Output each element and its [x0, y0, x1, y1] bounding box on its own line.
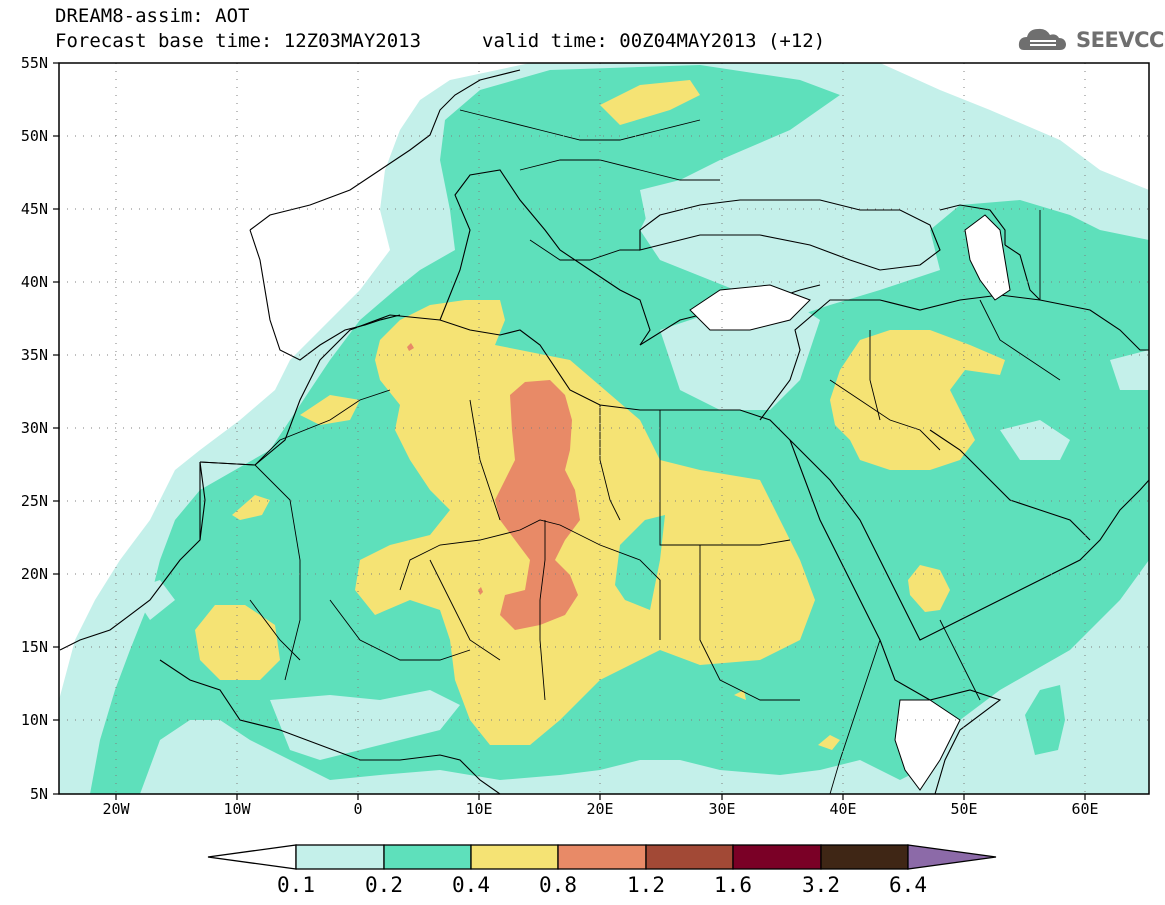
valid-time: valid time: 00Z04MAY2013 (+12) — [482, 30, 826, 52]
lat-label: 25N — [21, 492, 48, 510]
lon-label: 20E — [586, 800, 613, 818]
lat-label: 50N — [21, 127, 48, 145]
lon-label: 60E — [1071, 800, 1098, 818]
lat-label: 35N — [21, 346, 48, 364]
lat-label: 5N — [30, 785, 48, 803]
colorbar-high-arrow — [907, 844, 997, 870]
lon-label: 40E — [829, 800, 856, 818]
logo-text: SEEVCCC — [1076, 28, 1165, 52]
lon-label: 0 — [353, 800, 362, 818]
lat-label: 30N — [21, 419, 48, 437]
coastlines — [59, 69, 1149, 794]
colorbar-segment — [470, 844, 559, 870]
colorbar-label: 0.1 — [277, 873, 315, 897]
colorbar-label: 0.4 — [452, 873, 490, 897]
colorbar-segment — [383, 844, 472, 870]
lat-label: 10N — [21, 711, 48, 729]
colorbar-segment — [820, 844, 909, 870]
colorbar-label: 1.6 — [714, 873, 752, 897]
aot-field — [59, 63, 1149, 794]
colorbar-label: 1.2 — [627, 873, 665, 897]
cloud-logo-icon — [1018, 28, 1066, 50]
lat-label: 55N — [21, 54, 48, 72]
lat-label: 20N — [21, 565, 48, 583]
colorbar-segment — [645, 844, 734, 870]
colorbar-segment — [732, 844, 822, 870]
colorbar-label: 0.2 — [365, 873, 403, 897]
lon-label: 10W — [223, 800, 251, 818]
lat-label: 45N — [21, 200, 48, 218]
lat-label: 40N — [21, 273, 48, 291]
lon-labels: 20W 10W 0 10E 20E 30E 40E 50E 60E — [102, 800, 1098, 818]
forecast-base-time: Forecast base time: 12Z03MAY2013 — [55, 30, 422, 52]
colorbar — [207, 844, 997, 870]
colorbar-label: 0.8 — [539, 873, 577, 897]
colorbar-segment — [557, 844, 647, 870]
lat-label: 15N — [21, 638, 48, 656]
colorbar-segment — [295, 844, 385, 870]
aot-band-0-8 — [495, 380, 580, 630]
lon-label: 20W — [102, 800, 130, 818]
lon-label: 50E — [950, 800, 977, 818]
lon-label: 10E — [465, 800, 492, 818]
colorbar-low-arrow — [207, 844, 297, 870]
colorbar-label: 6.4 — [889, 873, 927, 897]
axis-ticks — [53, 62, 1086, 800]
lon-label: 30E — [708, 800, 735, 818]
map-title: DREAM8-assim: AOT — [55, 5, 250, 27]
grid-lines — [59, 63, 1149, 794]
colorbar-labels: 0.1 0.2 0.4 0.8 1.2 1.6 3.2 6.4 — [277, 873, 927, 897]
lat-labels: 55N 50N 45N 40N 35N 30N 25N 20N 15N 10N … — [21, 54, 48, 803]
colorbar-label: 3.2 — [802, 873, 840, 897]
borders — [199, 109, 1061, 794]
